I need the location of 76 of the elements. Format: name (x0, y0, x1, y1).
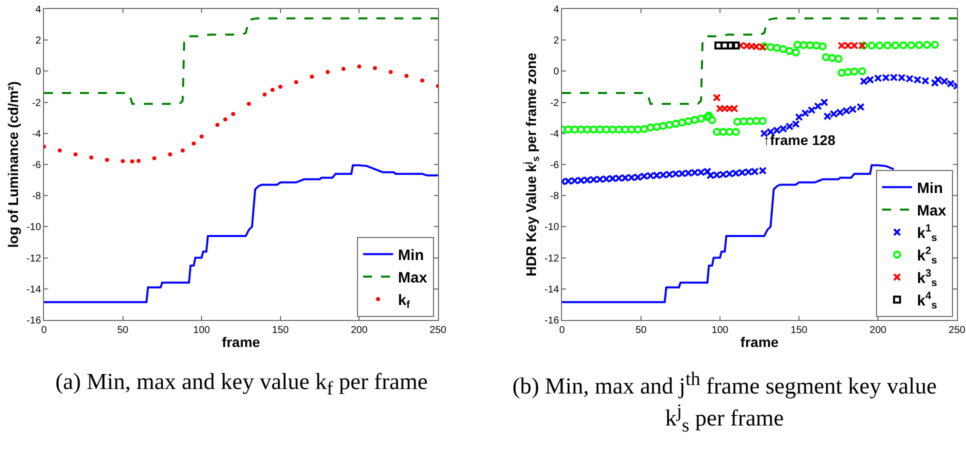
x-tick-label: 250 (948, 325, 966, 336)
line-series (562, 17, 957, 105)
y-axis-title: log of Luminance (cd/m²) (5, 81, 22, 248)
point (58, 148, 62, 153)
y-tick-label: 4 (553, 4, 560, 16)
y-tick-label: -10 (544, 222, 560, 234)
point (89, 156, 94, 160)
point (74, 152, 78, 156)
point (420, 78, 424, 83)
y-tick-label: -6 (32, 160, 42, 171)
point (120, 159, 125, 164)
y-tick-label: -14 (544, 284, 560, 296)
x-tick-label: 250 (430, 325, 447, 336)
point (180, 148, 185, 153)
point (310, 74, 314, 79)
x-tick-label: 200 (870, 325, 887, 336)
legend-label: Max (917, 202, 947, 220)
y-tick-label: -12 (544, 253, 560, 264)
y-tick-label: -16 (544, 316, 560, 326)
x-tick-label: 150 (790, 325, 808, 336)
point (130, 159, 134, 164)
legend-label: Min (398, 246, 424, 264)
point (231, 112, 236, 116)
point (341, 66, 346, 71)
point (278, 84, 282, 89)
x-axis-title: frame (740, 334, 779, 350)
point (357, 64, 362, 69)
y-tick-label: 2 (35, 36, 42, 47)
x-axis-title: frame (222, 334, 260, 350)
y-tick-label: -4 (32, 128, 42, 140)
point (200, 134, 204, 139)
point (372, 66, 377, 70)
annotation: ↑frame 128 (763, 132, 836, 148)
x-tick-label: 100 (712, 325, 729, 336)
point (404, 74, 408, 78)
x-tick-label: 150 (272, 325, 290, 336)
y-tick-label: -16 (26, 316, 42, 326)
point (105, 158, 110, 162)
legend-label: Max (398, 269, 428, 286)
point (168, 152, 172, 156)
point (270, 88, 275, 92)
point (223, 117, 228, 122)
y-tick-label: -12 (26, 253, 42, 264)
y-tick-label: -8 (32, 191, 42, 202)
y-tick-label: -2 (32, 98, 42, 109)
point (732, 42, 740, 50)
chart-title: (b) Min, max and j$^{th}$ frame segment key value k$^{j}$$_{s}$ per frame (512, 369, 937, 436)
line-series (562, 164, 895, 304)
y-tick-label: -6 (550, 160, 560, 171)
point (712, 94, 721, 102)
y-tick-label: -4 (550, 128, 560, 140)
y-tick-label: 0 (553, 66, 560, 78)
x-tick-label: 200 (350, 325, 368, 336)
y-tick-label: 4 (35, 4, 42, 16)
point (152, 156, 156, 160)
legend-label: Min (917, 180, 943, 197)
point (294, 80, 298, 84)
legend-label: k$_{f}$ (398, 292, 410, 312)
y-tick-label: -14 (26, 284, 42, 296)
point (215, 122, 220, 127)
x-tick-label: 100 (193, 325, 210, 336)
y-tick-label: -8 (550, 191, 560, 202)
x-tick-label: 50 (635, 325, 647, 336)
x-tick-label: 50 (117, 325, 129, 336)
point (326, 70, 330, 74)
y-tick-label: 0 (35, 66, 42, 78)
y-tick-label: -10 (26, 222, 42, 234)
text: (a) Min, max and key value k$_{f}$ per frame (54, 368, 429, 401)
point (136, 158, 141, 163)
point (246, 102, 251, 106)
point (192, 142, 196, 146)
point (388, 70, 393, 74)
point (262, 92, 267, 97)
line-series (44, 17, 438, 105)
y-tick-label: 2 (553, 36, 560, 47)
y-tick-label: -2 (550, 98, 560, 109)
